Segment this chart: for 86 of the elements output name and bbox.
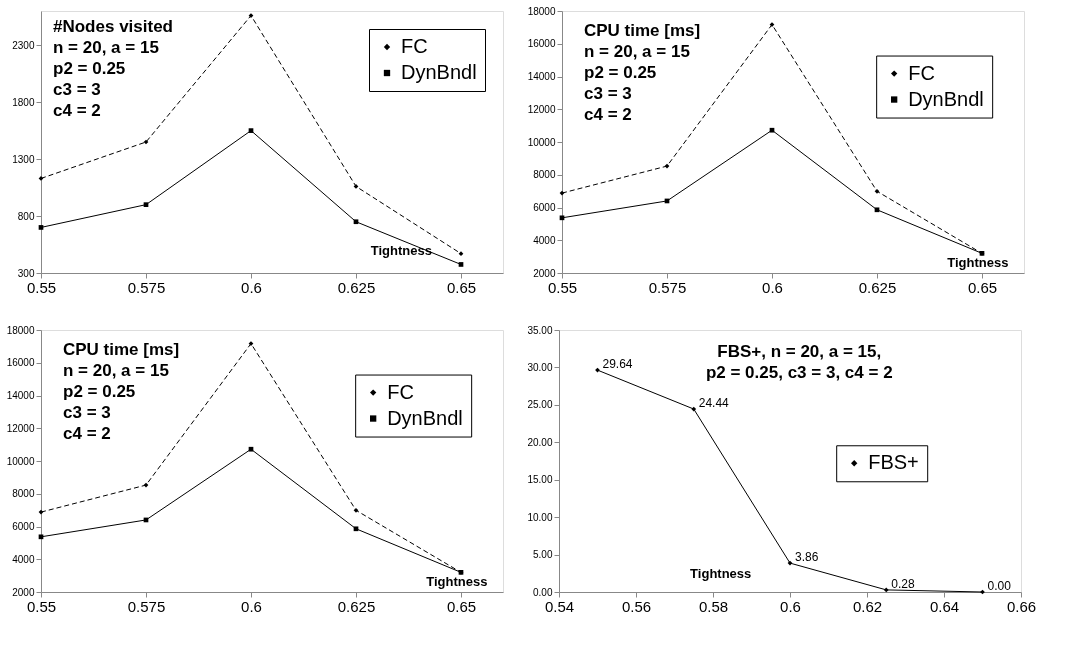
legend-label: DynBndl [908,87,984,110]
data-label: 24.44 [698,396,730,411]
x-tick-label: 0.575 [127,278,166,296]
x-tick-label: 0.62 [852,597,883,615]
y-tick-label: 2000 [533,267,556,279]
x-axis-title: Tightness [947,255,1009,270]
x-tick-label: 0.6 [241,597,262,615]
legend-label: FC [908,61,935,84]
annotation: p2 = 0.25 [53,59,126,78]
y-tick-label: 14000 [527,71,556,82]
x-axis-title: Tightness [690,566,752,581]
y-tick-label: 18000 [6,324,35,336]
y-tick-label: 20.00 [527,436,553,448]
annotation: CPU time [ms] [63,340,180,359]
x-tick-label: 0.55 [26,597,57,615]
y-tick-label: 10000 [6,455,35,467]
x-tick-label: 0.6 [780,597,801,615]
y-tick-label: 8000 [12,488,35,500]
y-tick-label: 1800 [12,96,35,108]
x-tick-label: 0.6 [241,278,262,296]
y-tick-label: 10.00 [527,511,553,523]
x-tick-label: 0.66 [1006,597,1037,615]
y-tick-label: 16000 [6,357,35,369]
y-tick-label: 4000 [12,553,35,565]
x-axis-title: Tightness [426,574,488,589]
annotation: p2 = 0.25 [63,382,136,401]
y-tick-label: 300 [17,267,35,279]
annotation: p2 = 0.25 [584,63,657,82]
y-tick-label: 8000 [533,169,556,181]
annotation: n = 20, a = 15 [53,38,159,57]
x-tick-label: 0.64 [929,597,960,615]
annotation: n = 20, a = 15 [584,42,690,61]
y-tick-label: 1300 [12,153,35,165]
x-tick-label: 0.58 [698,597,729,615]
annotation: CPU time [ms] [584,21,701,40]
legend-label: FBS+ [868,451,919,474]
annotation: c4 = 2 [63,424,111,443]
x-tick-label: 0.65 [446,597,477,615]
annotation: c3 = 3 [53,80,101,99]
data-label: 29.64 [602,357,633,372]
x-tick-label: 0.625 [337,597,376,615]
x-tick-label: 0.55 [547,278,578,296]
x-tick-label: 0.55 [26,278,57,296]
x-tick-label: 0.625 [337,278,376,296]
y-tick-label: 12000 [527,103,556,115]
legend-label: DynBndl [401,61,477,83]
legend-label: FC [401,35,428,57]
annotation: p2 = 0.25, c3 = 3, c4 = 2 [705,363,893,382]
y-tick-label: 10000 [527,136,556,148]
y-tick-label: 2000 [12,586,35,598]
legend-label: DynBndl [387,406,463,429]
y-tick-label: 2300 [12,39,35,51]
x-tick-label: 0.6 [762,278,783,296]
y-tick-label: 14000 [6,390,35,401]
x-tick-label: 0.65 [446,278,477,296]
x-tick-label: 0.65 [967,278,998,296]
annotation: #Nodes visited [53,17,173,36]
data-label: 0.28 [891,576,915,591]
annotation: c3 = 3 [63,403,111,422]
x-tick-label: 0.575 [127,597,166,615]
y-tick-label: 12000 [6,422,35,434]
annotation: c4 = 2 [53,101,101,120]
x-tick-label: 0.54 [544,597,575,615]
data-label: 0.00 [987,579,1012,593]
y-tick-label: 30.00 [527,361,553,373]
y-tick-label: 0.00 [533,586,553,598]
annotation: c3 = 3 [584,84,632,103]
y-tick-label: 25.00 [527,399,553,411]
legend-label: FC [387,380,414,403]
annotation: n = 20, a = 15 [63,361,169,380]
y-tick-label: 18000 [527,5,556,17]
y-tick-label: 5.00 [533,549,553,561]
x-tick-label: 0.625 [858,278,897,296]
data-label: 3.86 [795,550,819,565]
y-tick-label: 35.00 [527,324,553,336]
x-axis-title: Tightness [370,243,432,258]
annotation: FBS+, n = 20, a = 15, [717,342,882,361]
y-tick-label: 16000 [527,38,556,50]
y-tick-label: 4000 [533,234,556,246]
x-tick-label: 0.575 [648,278,687,296]
y-tick-label: 6000 [533,202,556,213]
y-tick-label: 15.00 [527,474,553,486]
annotation: c4 = 2 [584,105,632,124]
y-tick-label: 800 [17,210,35,222]
y-tick-label: 6000 [12,521,35,532]
x-tick-label: 0.56 [621,597,652,615]
